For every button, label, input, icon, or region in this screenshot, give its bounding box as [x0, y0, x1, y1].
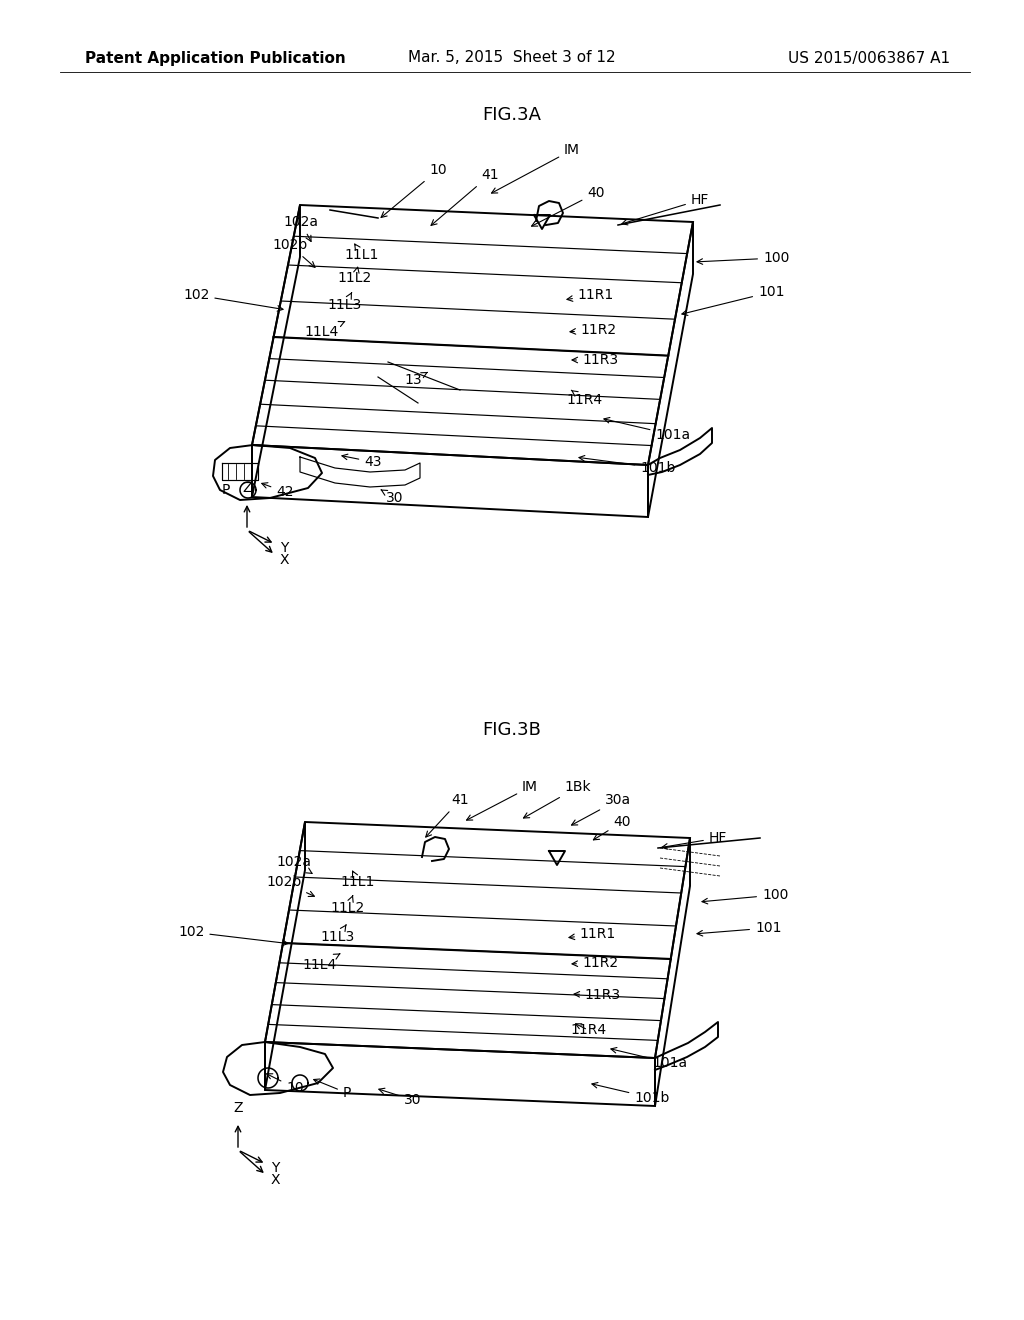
Text: 11R3: 11R3: [574, 987, 622, 1002]
Text: 100: 100: [702, 888, 788, 904]
Text: 11L2: 11L2: [338, 267, 372, 285]
Text: 102b: 102b: [272, 238, 315, 268]
Text: 30: 30: [379, 1088, 422, 1107]
Text: 11L4: 11L4: [305, 322, 345, 339]
Text: 10: 10: [381, 162, 446, 218]
Text: US 2015/0063867 A1: US 2015/0063867 A1: [787, 50, 950, 66]
Text: 13: 13: [404, 372, 427, 387]
Text: 102: 102: [178, 925, 288, 945]
Text: 11L3: 11L3: [321, 925, 355, 944]
Text: 40: 40: [594, 814, 631, 840]
Text: 11R1: 11R1: [569, 927, 616, 941]
Text: 11L4: 11L4: [303, 954, 340, 972]
Text: Patent Application Publication: Patent Application Publication: [85, 50, 346, 66]
Text: P: P: [313, 1078, 351, 1100]
Text: 41: 41: [426, 793, 469, 837]
Text: 42: 42: [262, 483, 294, 499]
Text: Y: Y: [280, 541, 289, 554]
Text: 11L3: 11L3: [328, 293, 362, 312]
Text: Mar. 5, 2015  Sheet 3 of 12: Mar. 5, 2015 Sheet 3 of 12: [409, 50, 615, 66]
Text: 102b: 102b: [266, 875, 314, 896]
Text: 102: 102: [183, 288, 283, 312]
Text: HF: HF: [662, 832, 727, 849]
Text: IM: IM: [492, 143, 580, 193]
Text: Z: Z: [243, 480, 252, 495]
Text: X: X: [271, 1173, 281, 1187]
Text: P: P: [222, 483, 230, 498]
Text: 101a: 101a: [611, 1048, 687, 1071]
Text: 11R3: 11R3: [572, 352, 618, 367]
Text: 101a: 101a: [604, 417, 690, 442]
Text: HF: HF: [622, 193, 710, 224]
Text: 11R2: 11R2: [572, 956, 618, 970]
Text: 11R1: 11R1: [567, 288, 614, 302]
Text: 40: 40: [531, 186, 605, 226]
Text: 43: 43: [342, 454, 382, 469]
Text: Z: Z: [233, 1101, 243, 1115]
Text: 11R2: 11R2: [570, 323, 616, 337]
Text: FIG.3B: FIG.3B: [482, 721, 542, 739]
Text: 1Bk: 1Bk: [523, 780, 591, 818]
Text: FIG.3A: FIG.3A: [482, 106, 542, 124]
Text: 101: 101: [697, 921, 781, 936]
Text: 11L2: 11L2: [331, 895, 366, 915]
Text: 102a: 102a: [283, 215, 318, 242]
Text: 102a: 102a: [276, 855, 312, 874]
Text: 30: 30: [381, 490, 403, 506]
Text: 11R4: 11R4: [567, 391, 603, 407]
Text: 100: 100: [697, 251, 790, 265]
Text: IM: IM: [467, 780, 538, 820]
Text: 101b: 101b: [592, 1082, 670, 1105]
Text: 11L1: 11L1: [341, 871, 375, 888]
Text: Y: Y: [271, 1162, 280, 1175]
Text: 30a: 30a: [571, 793, 631, 825]
Text: 41: 41: [431, 168, 499, 226]
Text: 11L1: 11L1: [345, 244, 379, 261]
Text: 101: 101: [682, 285, 784, 315]
Text: X: X: [280, 553, 290, 568]
Text: 10: 10: [266, 1073, 304, 1096]
Text: 101b: 101b: [579, 455, 676, 475]
Text: 11R4: 11R4: [570, 1023, 606, 1038]
